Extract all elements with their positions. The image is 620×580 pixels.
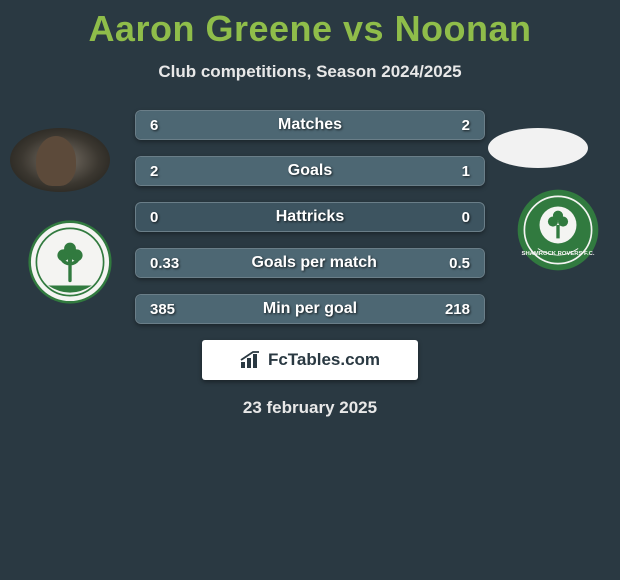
club-crest-left (28, 220, 112, 304)
comparison-panel: SHAMROCK ROVERS F.C. 6 Matches 2 2 Goals… (0, 110, 620, 324)
stat-value-right: 0 (462, 209, 470, 226)
chart-icon (240, 351, 262, 369)
stat-fill-left (136, 111, 397, 139)
stat-label: Min per goal (263, 300, 357, 318)
stat-row: 6 Matches 2 (135, 110, 485, 140)
page-title: Aaron Greene vs Noonan (0, 0, 620, 50)
stat-value-left: 6 (150, 117, 158, 134)
stat-value-right: 218 (445, 301, 470, 318)
stat-label: Goals per match (251, 254, 376, 272)
stat-value-left: 2 (150, 163, 158, 180)
stat-label: Hattricks (276, 208, 344, 226)
stat-label: Matches (278, 116, 342, 134)
stat-row: 2 Goals 1 (135, 156, 485, 186)
stat-row: 385 Min per goal 218 (135, 294, 485, 324)
stat-row: 0 Hattricks 0 (135, 202, 485, 232)
branding-text: FcTables.com (268, 350, 380, 370)
svg-text:SHAMROCK ROVERS F.C.: SHAMROCK ROVERS F.C. (522, 251, 595, 257)
stat-value-right: 1 (462, 163, 470, 180)
stat-row: 0.33 Goals per match 0.5 (135, 248, 485, 278)
player-left-avatar (10, 128, 110, 192)
stat-label: Goals (288, 162, 332, 180)
shamrock-crest-icon (28, 220, 112, 304)
branding-badge: FcTables.com (202, 340, 418, 380)
date-text: 23 february 2025 (0, 398, 620, 418)
stat-fill-right (397, 111, 484, 139)
stat-rows: 6 Matches 2 2 Goals 1 0 Hattricks 0 0.33… (135, 110, 485, 324)
stat-value-right: 2 (462, 117, 470, 134)
shamrock-crest-icon: SHAMROCK ROVERS F.C. (516, 188, 600, 272)
stat-value-left: 0.33 (150, 255, 179, 272)
stat-value-left: 0 (150, 209, 158, 226)
player-right-avatar (488, 128, 588, 168)
club-crest-right: SHAMROCK ROVERS F.C. (516, 188, 600, 272)
stat-value-left: 385 (150, 301, 175, 318)
stat-value-right: 0.5 (449, 255, 470, 272)
subtitle: Club competitions, Season 2024/2025 (0, 62, 620, 82)
